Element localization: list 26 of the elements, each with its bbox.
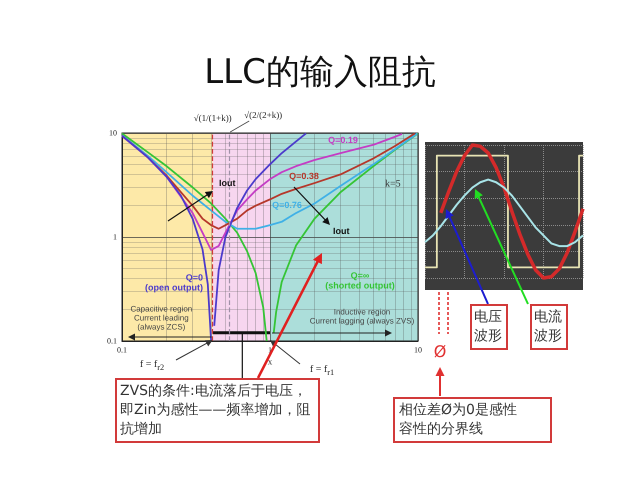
annotation: ZVS的条件:电流落后于电压，即Zin为感性——频率增加，阻抗增加	[115, 378, 320, 443]
x-tick-label: 0.1	[117, 346, 127, 354]
annotation: Iout	[333, 226, 350, 236]
y-tick-label: 0.1	[107, 336, 117, 346]
annotation: f = f$_{r2}$	[140, 359, 164, 373]
chart-title: LLC的输入阻抗	[204, 52, 436, 92]
series-label: Q=0.76	[272, 200, 302, 210]
text: 相位差Ø为0是感性容性的分界线	[393, 397, 552, 443]
annotation: k=5	[385, 178, 401, 190]
annotation: f = f$_{r1}$	[310, 364, 334, 378]
series-label: Q=0 (open output)	[145, 272, 203, 294]
ref-line-label: √(2/(2+k))	[244, 110, 282, 120]
text: Q=∞ (shorted output)	[325, 270, 395, 292]
annotation: Iout	[219, 178, 236, 188]
x-axis-title: x	[268, 356, 273, 366]
band-label: Inductive region Current lagging (always ZVS)	[310, 308, 414, 326]
series-label: Q=0.19	[328, 134, 358, 146]
y-tick-label: 10	[109, 128, 117, 138]
y-tick-label: 1	[113, 232, 117, 242]
text: 电压波形	[470, 304, 508, 350]
text: Ø	[434, 342, 446, 362]
ref-line-label: √(1/(1+k))	[194, 112, 232, 124]
band-label: Capacitive region Current leading (always ZCS)	[130, 304, 192, 332]
x-tick-label: 10	[414, 346, 422, 354]
series-label: Q=0.38	[289, 170, 319, 182]
text: 电流波形	[530, 304, 568, 350]
